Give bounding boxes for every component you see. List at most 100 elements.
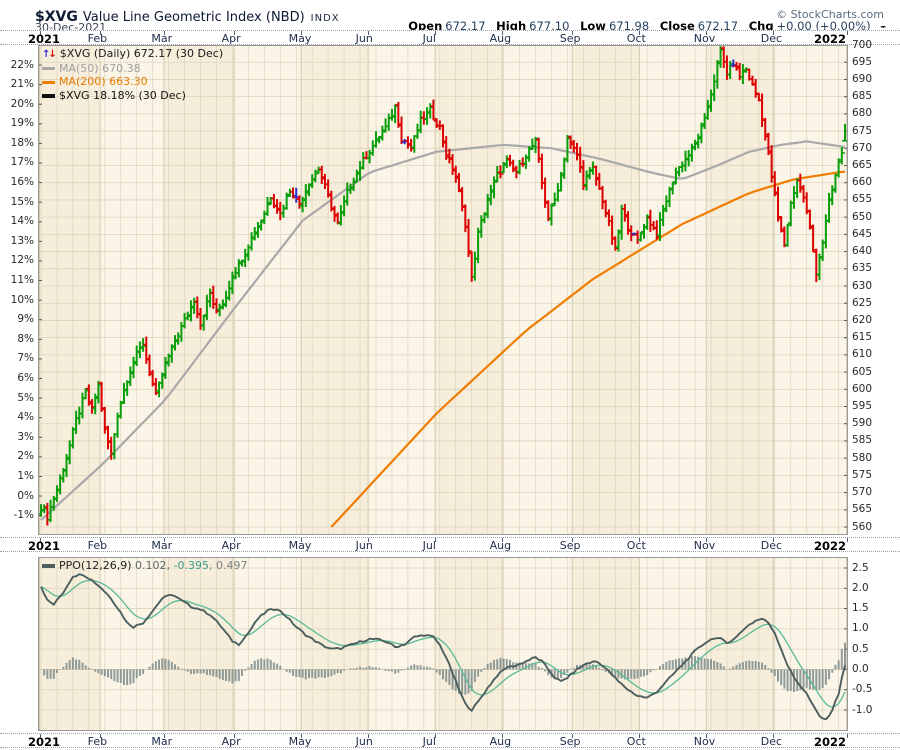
price-axis-label: 605	[852, 365, 873, 378]
month-tick	[502, 538, 504, 542]
price-axis-label: 630	[852, 279, 873, 292]
price-axis-label: 620	[852, 313, 873, 326]
month-tick	[234, 538, 236, 542]
ppo-panel-border	[38, 557, 848, 731]
month-tick	[846, 538, 848, 542]
month-tick	[639, 734, 641, 738]
month-tick	[100, 538, 102, 542]
close-value: 672.17	[697, 19, 739, 33]
month-label: Apr	[221, 539, 241, 552]
month-tick	[639, 31, 641, 35]
month-label: Feb	[87, 735, 108, 748]
month-label: Dec	[760, 735, 783, 748]
price-axis-label: 700	[852, 38, 873, 51]
ppo-axis-label: -1.0	[852, 703, 873, 716]
price-axis-label: 575	[852, 468, 873, 481]
month-tick	[572, 734, 574, 738]
year-label: 2022	[814, 539, 847, 553]
legend-series-label: $XVG (Daily) 672.17 (30 Dec)	[59, 47, 224, 60]
percent-axis-label: 21%	[10, 78, 34, 91]
price-axis-label: 590	[852, 417, 873, 430]
month-tick	[773, 31, 775, 35]
month-label: Jun	[355, 32, 373, 45]
ppo-signal-line	[40, 579, 846, 708]
price-bar	[465, 219, 472, 257]
month-tick	[435, 538, 437, 542]
price-axis-label: 600	[852, 382, 873, 395]
month-band	[502, 45, 573, 535]
month-tick	[301, 538, 303, 542]
month-label: Apr	[221, 32, 241, 45]
percent-axis-label: 6%	[17, 371, 34, 384]
legend-performance-label: $XVG 18.18% (30 Dec)	[59, 88, 186, 102]
price-axis-label: 685	[852, 90, 873, 103]
percent-axis-label: 17%	[10, 156, 34, 169]
ppo-line-icon	[42, 564, 55, 568]
ma200-line-icon	[42, 80, 55, 84]
month-label: Nov	[693, 32, 716, 45]
moving-average-line	[330, 170, 846, 528]
month-band	[572, 557, 640, 731]
percent-axis-label: -1%	[13, 509, 34, 522]
price-axis-label: 690	[852, 72, 873, 85]
month-tick	[368, 31, 370, 35]
month-label: Nov	[693, 735, 716, 748]
percent-axis-label: 14%	[10, 215, 34, 228]
month-band	[234, 557, 302, 731]
month-label: Apr	[221, 735, 241, 748]
month-label: Sep	[559, 539, 581, 552]
ppo-chart	[38, 557, 848, 731]
x-axis-top: 2021 Feb Mar Apr May Jun Jul Aug Sep Oct Nov Dec 202…	[0, 30, 900, 46]
month-tick	[301, 734, 303, 738]
x-axis-bottom: 2021 Feb Mar Apr May Jun Jul Aug Sep Oct Nov Dec 202…	[0, 733, 900, 749]
moving-average-line	[40, 140, 846, 521]
year-label: 2021	[28, 735, 61, 749]
percent-axis-label: 7%	[17, 352, 34, 365]
month-tick	[39, 31, 41, 35]
copyright: © StockCharts.com	[776, 8, 884, 21]
price-axis-label: 655	[852, 193, 873, 206]
month-band	[639, 557, 707, 731]
month-label: Dec	[760, 539, 783, 552]
month-label: Nov	[693, 539, 716, 552]
quote-summary: Open 672.17 High 677.10 Low 671.98 Close 672…	[401, 19, 886, 33]
price-panel-border	[38, 45, 848, 535]
month-tick	[846, 734, 848, 738]
price-axis-label: 615	[852, 331, 873, 344]
ppo-axis-label: 2.5	[852, 561, 869, 574]
exchange-tag: INDX	[310, 13, 340, 24]
ppo-axis-label: -0.5	[852, 683, 873, 696]
year-label: 2022	[814, 32, 847, 46]
month-tick	[502, 31, 504, 35]
chg-label: Chg	[748, 19, 774, 33]
month-label: Aug	[489, 735, 512, 748]
percent-axis-label: 12%	[10, 254, 34, 267]
month-label: Feb	[87, 32, 108, 45]
percent-axis-label: 5%	[17, 391, 34, 404]
month-label: Oct	[626, 735, 646, 748]
month-label: Mar	[151, 735, 173, 748]
month-label: Sep	[559, 32, 581, 45]
ppo-axis-label: 2.0	[852, 581, 869, 594]
month-tick	[301, 31, 303, 35]
price-axis-label: 560	[852, 520, 873, 533]
ohlc-bars-icon: ↑↓	[42, 49, 57, 60]
percent-axis-label: 11%	[10, 274, 34, 287]
price-axis-label: 660	[852, 176, 873, 189]
month-label: Feb	[87, 539, 108, 552]
price-axis-label: 610	[852, 348, 873, 361]
price-axis-label: 675	[852, 124, 873, 137]
price-axis-label: 565	[852, 503, 873, 516]
month-tick	[706, 31, 708, 35]
year-label: 2021	[28, 32, 61, 46]
high-label: High	[496, 19, 527, 33]
legend-performance-row: $XVG 18.18% (30 Dec)	[42, 89, 223, 103]
collapse-toggle-icon[interactable]: –	[880, 19, 886, 33]
price-axis-label: 635	[852, 262, 873, 275]
month-band	[706, 557, 774, 731]
month-tick	[368, 734, 370, 738]
month-band	[706, 45, 774, 535]
legend-ma50-row: MA(50) 670.38	[42, 62, 223, 76]
month-tick	[773, 538, 775, 542]
price-chart	[38, 45, 848, 535]
